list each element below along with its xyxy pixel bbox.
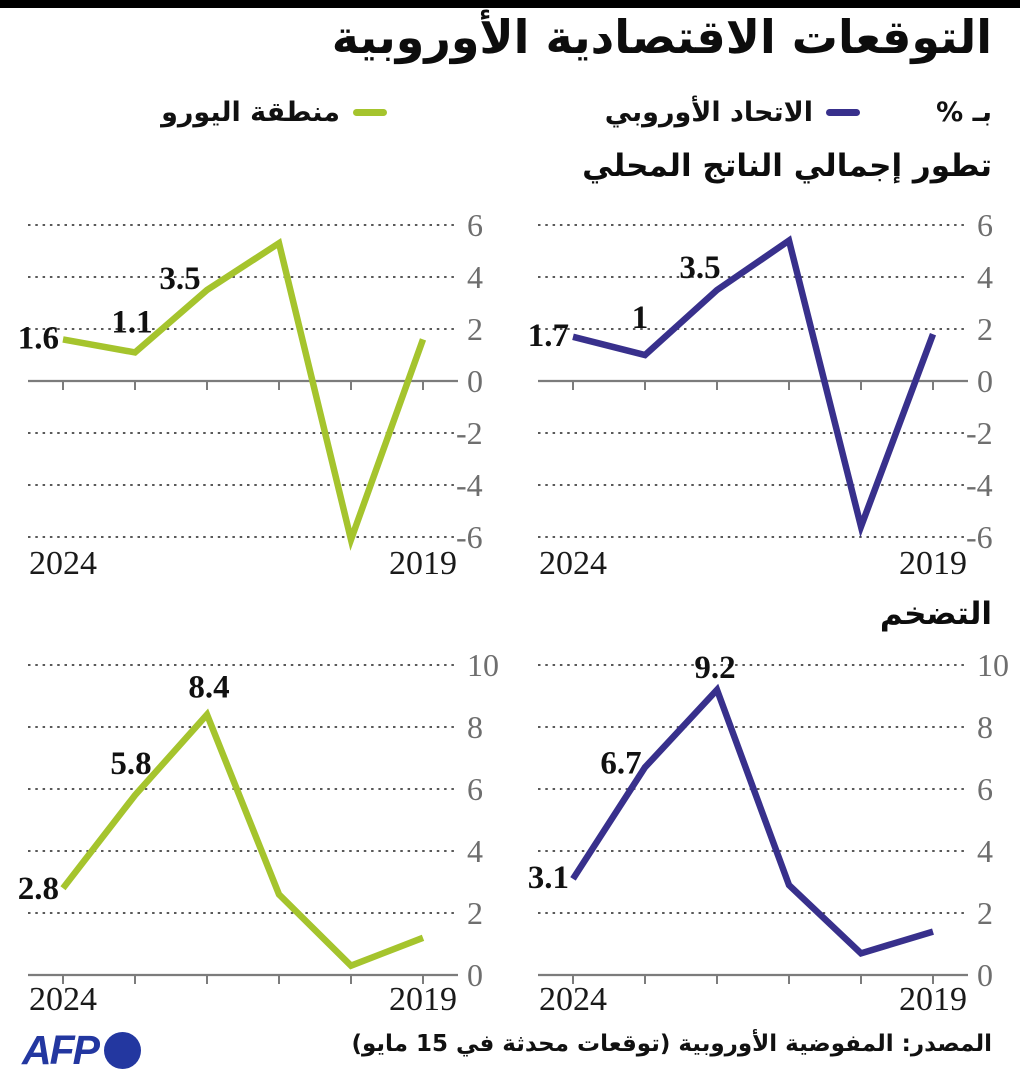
legend-label-eurozone: منطقة اليورو [161, 96, 340, 128]
value-label: 3.1 [528, 860, 569, 896]
eu-line-swatch-icon [826, 108, 860, 116]
value-label: 8.4 [188, 670, 229, 706]
y-tick-label: 2 [977, 895, 993, 931]
series-line-gdp-eu [572, 235, 937, 538]
page-title: التوقعات الاقتصادية الأوروبية [331, 10, 992, 64]
x-tick-label-end: 2019 [389, 981, 457, 1018]
source-note: المصدر: المفوضية الأوروبية (توقعات محدثة… [351, 1031, 992, 1057]
value-label: 1.7 [528, 318, 569, 354]
y-tick-label: -4 [966, 467, 993, 503]
x-tick-label-end: 2019 [899, 545, 967, 582]
legend-item-eurozone: منطقة اليورو [161, 94, 387, 130]
series-line-inflation-eu [570, 683, 934, 957]
y-tick-label: 2 [977, 311, 993, 347]
value-label: 9.2 [694, 650, 735, 686]
y-tick-label: 4 [977, 833, 993, 869]
value-label: 6.7 [600, 745, 641, 781]
value-label: 2.8 [18, 871, 59, 907]
chart-inflation-eurozone: 10 8 6 4 2 0 2.8 5.8 8.4 2024 2019 [18, 647, 499, 1018]
afp-globe-icon [104, 1032, 141, 1069]
y-tick-label: 2 [467, 311, 483, 347]
y-tick-label: 0 [467, 957, 483, 993]
legend-item-eu: الاتحاد الأوروبي [605, 94, 860, 130]
y-tick-label: 6 [977, 207, 993, 243]
series-line-gdp-eurozone [62, 237, 427, 551]
value-label: 3.5 [159, 261, 200, 297]
y-tick-label: 0 [977, 957, 993, 993]
y-tick-label: -2 [966, 415, 993, 451]
unit-note: بـ % [936, 97, 992, 128]
legend-label-eu: الاتحاد الأوروبي [604, 96, 813, 128]
value-label: 1.1 [111, 304, 152, 340]
x-tick-label-start: 2024 [539, 545, 607, 582]
x-tick-label-end: 2019 [389, 545, 457, 582]
y-tick-label: 4 [467, 833, 483, 869]
y-tick-label: 0 [467, 363, 483, 399]
inflation-section-title: التضخم [879, 596, 992, 632]
y-tick-label: 10 [467, 647, 499, 683]
chart-gdp-eu: 6 4 2 0 -2 -4 -6 1.7 1 3.5 2024 2019 [528, 207, 993, 582]
chart-gdp-eurozone: 6 4 2 0 -2 -4 -6 1.6 1.13.5 2024 2019 [18, 207, 483, 582]
y-tick-label: 6 [467, 207, 483, 243]
y-tick-label: 8 [467, 709, 483, 745]
y-tick-label: -6 [966, 519, 993, 555]
series-line-inflation-eurozone [60, 708, 425, 970]
value-label: 3.5 [679, 250, 720, 286]
x-tick-label-start: 2024 [539, 981, 607, 1018]
y-tick-label: -6 [456, 519, 483, 555]
y-tick-label: 6 [467, 771, 483, 807]
y-tick-label: -2 [456, 415, 483, 451]
y-tick-label: 4 [467, 259, 483, 295]
afp-logo-text: AFP [22, 1027, 100, 1073]
y-tick-label: 4 [977, 259, 993, 295]
gdp-section-title: تطور إجمالي الناتج المحلي [582, 148, 992, 184]
chart-inflation-eu: 10 8 6 4 2 0 3.1 6.7 9.2 2024 2019 [528, 647, 1009, 1018]
y-tick-label: 6 [977, 771, 993, 807]
x-tick-label-start: 2024 [29, 981, 97, 1018]
afp-logo: AFP [22, 1027, 141, 1074]
y-tick-label: 8 [977, 709, 993, 745]
y-tick-label: 10 [977, 647, 1009, 683]
value-label: 1.6 [18, 320, 59, 356]
value-label: 5.8 [110, 746, 151, 782]
y-tick-label: -4 [456, 467, 483, 503]
value-label: 1 [632, 300, 649, 336]
top-black-bar [0, 0, 1020, 8]
y-tick-label: 0 [977, 363, 993, 399]
y-tick-label: 2 [467, 895, 483, 931]
x-tick-label-end: 2019 [899, 981, 967, 1018]
eurozone-line-swatch-icon [353, 108, 387, 116]
x-tick-label-start: 2024 [29, 545, 97, 582]
